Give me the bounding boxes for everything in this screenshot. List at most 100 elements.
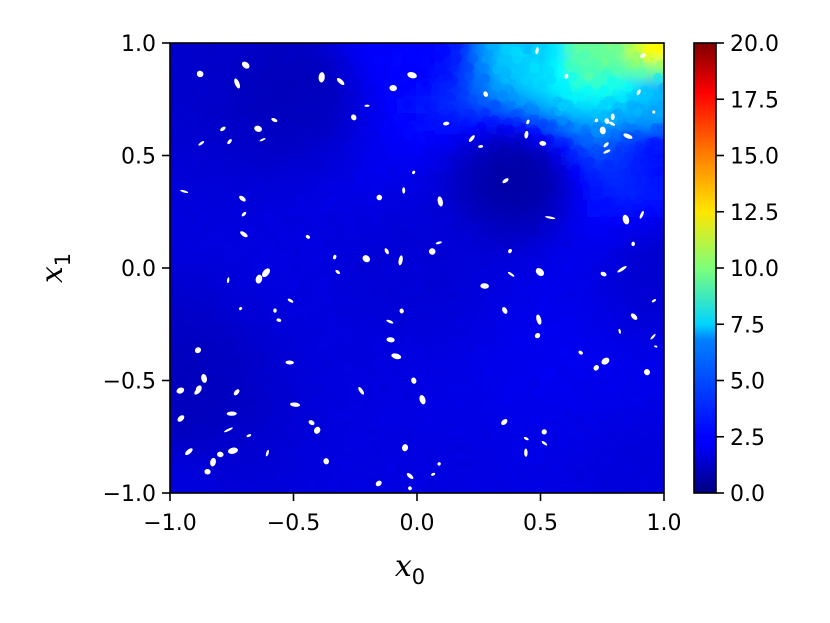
heatmap-marker	[170, 278, 181, 290]
heatmap-marker	[462, 255, 474, 267]
heatmap-marker	[385, 400, 397, 412]
heatmap-marker	[431, 288, 442, 299]
heatmap-marker	[296, 446, 307, 457]
heatmap-marker	[232, 106, 244, 117]
heatmap-marker	[284, 43, 295, 53]
heatmap-marker	[254, 43, 266, 54]
heatmap-marker	[195, 168, 207, 179]
heatmap-marker	[548, 446, 560, 457]
field-cell	[170, 422, 171, 443]
heatmap-marker	[297, 58, 309, 69]
y-tick-label: 0.5	[121, 145, 156, 170]
heatmap-marker	[378, 60, 389, 71]
heatmap-marker	[319, 485, 330, 493]
heatmap-gap	[391, 353, 402, 360]
heatmap-gap	[600, 271, 607, 277]
x-axis-label: x0	[395, 549, 425, 589]
heatmap-marker	[344, 118, 355, 130]
field-cell	[663, 59, 664, 79]
heatmap-marker	[604, 263, 615, 274]
heatmap-marker	[624, 43, 635, 49]
heatmap-marker	[599, 386, 611, 397]
field-cell	[226, 43, 247, 44]
heatmap-marker	[201, 212, 212, 224]
heatmap-gap	[290, 402, 301, 407]
field-cell	[378, 43, 399, 44]
heatmap-marker	[170, 297, 180, 308]
heatmap-marker	[354, 339, 366, 351]
heatmap-marker	[289, 290, 301, 302]
heatmap-marker	[460, 457, 472, 468]
heatmap-marker	[631, 156, 643, 167]
heatmap-marker	[257, 86, 268, 97]
heatmap-marker	[548, 257, 559, 269]
heatmap-marker	[267, 204, 279, 215]
heatmap-marker	[207, 399, 218, 411]
heatmap-marker	[549, 321, 560, 333]
heatmap-marker	[524, 246, 536, 257]
heatmap-marker	[520, 179, 531, 190]
heatmap-marker	[498, 89, 509, 100]
heatmap-gap	[431, 472, 436, 476]
heatmap-gap	[276, 318, 282, 322]
heatmap-gap	[617, 265, 627, 273]
heatmap-marker	[512, 279, 524, 290]
heatmap-marker	[656, 313, 664, 324]
heatmap-marker	[486, 88, 498, 100]
heatmap-marker	[528, 158, 539, 170]
heatmap-marker	[294, 43, 306, 52]
heatmap-marker	[188, 71, 200, 83]
heatmap-marker	[457, 194, 468, 206]
heatmap-marker	[332, 228, 343, 240]
field-cell	[226, 405, 247, 425]
heatmap-marker	[564, 340, 575, 352]
field-cell	[663, 197, 664, 218]
heatmap-marker	[284, 68, 296, 80]
heatmap-gap	[408, 486, 412, 491]
heatmap-gap	[375, 480, 382, 487]
heatmap-marker	[572, 216, 584, 228]
heatmap-marker	[459, 168, 470, 179]
heatmap-marker	[310, 66, 321, 77]
heatmap-marker	[247, 280, 259, 292]
heatmap-marker	[270, 89, 281, 101]
heatmap-marker	[273, 63, 284, 74]
heatmap-marker	[279, 264, 290, 275]
heatmap-gap	[502, 178, 509, 184]
heatmap-marker	[229, 271, 241, 283]
heatmap-gap	[643, 369, 651, 376]
heatmap-marker	[655, 323, 664, 335]
heatmap-gap	[285, 360, 294, 365]
heatmap-marker	[479, 73, 491, 85]
heatmap-marker	[520, 43, 531, 55]
heatmap-marker	[509, 91, 520, 103]
heatmap-marker	[246, 129, 257, 140]
field-cell	[663, 405, 664, 425]
heatmap-marker	[306, 367, 317, 378]
heatmap-gap	[406, 473, 414, 480]
heatmap-marker	[623, 474, 634, 486]
heatmap-marker	[564, 290, 575, 302]
heatmap-marker	[530, 277, 542, 288]
heatmap-gap	[323, 458, 330, 465]
heatmap-marker	[448, 122, 460, 133]
x-axis-label-sub: 0	[412, 565, 425, 589]
heatmap-marker	[232, 468, 243, 479]
heatmap-marker	[369, 370, 380, 381]
heatmap-marker	[351, 393, 363, 404]
heatmap-marker	[384, 461, 395, 473]
heatmap-marker	[495, 349, 506, 361]
heatmap-marker	[184, 43, 195, 50]
heatmap-marker	[391, 56, 403, 68]
heatmap-marker	[349, 138, 360, 149]
heatmap-marker	[312, 44, 323, 55]
heatmap-marker	[291, 278, 302, 290]
heatmap-marker	[204, 182, 215, 194]
heatmap-gap	[599, 126, 606, 135]
heatmap-marker	[584, 473, 595, 484]
field-cell	[663, 128, 664, 148]
heatmap-marker	[656, 246, 664, 257]
heatmap-marker	[357, 136, 369, 148]
heatmap-marker	[443, 414, 455, 425]
heatmap-gap	[437, 462, 441, 466]
